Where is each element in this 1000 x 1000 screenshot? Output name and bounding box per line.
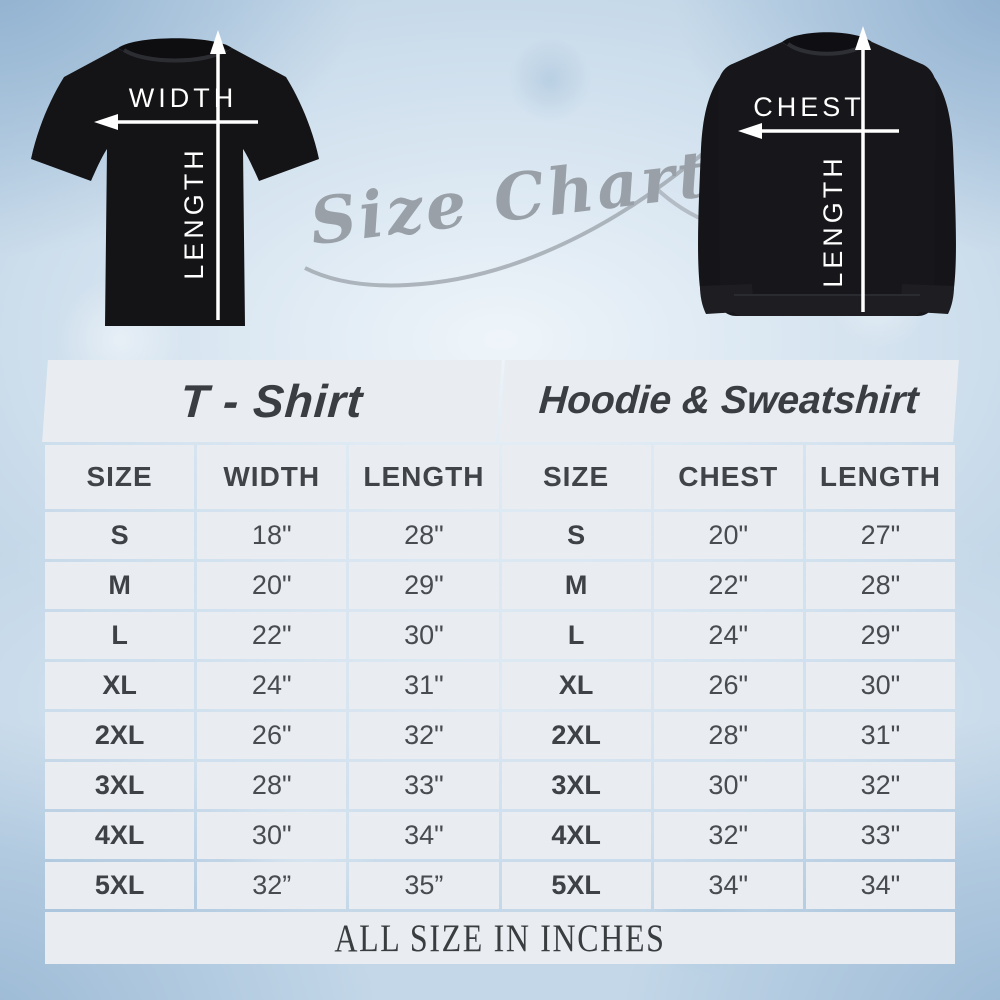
width-label: WIDTH: [129, 83, 237, 113]
table-cell: 22": [653, 562, 803, 609]
table-cell: 26": [197, 712, 347, 759]
table-cell: 24": [197, 662, 347, 709]
row-size-label: S: [501, 512, 651, 559]
sweatshirt-hem-band: [734, 294, 920, 316]
table-cell: 33": [805, 812, 955, 859]
table-cell: 34": [653, 862, 803, 909]
table-cell: 30": [653, 762, 803, 809]
table-cell: 30": [197, 812, 347, 859]
table-cell: 32”: [197, 862, 347, 909]
table-cell: 28": [349, 512, 499, 559]
tshirt-table-title: T - Shirt: [42, 360, 502, 442]
row-size-label: L: [501, 612, 651, 659]
table-cell: 29": [349, 562, 499, 609]
column-header-tshirt-width: WIDTH: [197, 445, 347, 509]
length-arrow-icon: [210, 30, 226, 320]
table-cell: 31": [349, 662, 499, 709]
row-size-label: 3XL: [45, 762, 195, 809]
hoodie-table-title: Hoodie & Sweatshirt: [498, 360, 958, 442]
row-size-label: 4XL: [45, 812, 195, 859]
sweatshirt-collar: [782, 32, 872, 54]
length-label: LENGTH: [179, 146, 209, 280]
length-arrow-icon: [855, 26, 871, 312]
header-graphics: Size Chart WIDTH LENGTH: [0, 0, 1000, 360]
row-size-label: 5XL: [501, 862, 651, 909]
row-size-label: XL: [45, 662, 195, 709]
table-cell: 28": [197, 762, 347, 809]
table-cell: 28": [805, 562, 955, 609]
tshirt-illustration: WIDTH LENGTH: [31, 30, 319, 326]
chest-arrow-icon: [738, 123, 899, 139]
row-size-label: 5XL: [45, 862, 195, 909]
column-header-tshirt-length: LENGTH: [349, 445, 499, 509]
table-cell: 30": [349, 612, 499, 659]
table-cell: 30": [805, 662, 955, 709]
row-size-label: L: [45, 612, 195, 659]
table-cell: 35”: [349, 862, 499, 909]
table-cell: 18": [197, 512, 347, 559]
table-cell: 29": [805, 612, 955, 659]
sweatshirt-body: [718, 42, 936, 316]
table-cell: 28": [653, 712, 803, 759]
row-size-label: M: [501, 562, 651, 609]
footer-note-cell: ALL SIZE IN INCHES: [45, 912, 955, 964]
column-header-hoodie-size: SIZE: [501, 445, 651, 509]
column-header-tshirt-size: SIZE: [45, 445, 195, 509]
column-header-hoodie-length: LENGTH: [805, 445, 955, 509]
row-size-label: M: [45, 562, 195, 609]
table-cell: 31": [805, 712, 955, 759]
table-cell: 32": [349, 712, 499, 759]
table-cell: 24": [653, 612, 803, 659]
row-size-label: 4XL: [501, 812, 651, 859]
table-cell: 20": [653, 512, 803, 559]
sweatshirt-illustration: CHEST LENGTH: [698, 26, 956, 316]
length-label: LENGTH: [818, 154, 848, 288]
table-cell: 27": [805, 512, 955, 559]
row-size-label: S: [45, 512, 195, 559]
table-cell: 32": [805, 762, 955, 809]
column-header-hoodie-chest: CHEST: [653, 445, 803, 509]
table-cell: 26": [653, 662, 803, 709]
row-size-label: 2XL: [45, 712, 195, 759]
table-cell: 33": [349, 762, 499, 809]
width-arrow-icon: [94, 114, 258, 130]
table-cell: 20": [197, 562, 347, 609]
table-cell: 34": [349, 812, 499, 859]
tshirt-body: [31, 48, 319, 326]
chest-label: CHEST: [753, 92, 865, 122]
table-cell: 32": [653, 812, 803, 859]
table-cell: 22": [197, 612, 347, 659]
row-size-label: XL: [501, 662, 651, 709]
footer-note: ALL SIZE IN INCHES: [334, 916, 666, 960]
row-size-label: 3XL: [501, 762, 651, 809]
table-cell: 34": [805, 862, 955, 909]
tshirt-collar: [118, 38, 232, 61]
row-size-label: 2XL: [501, 712, 651, 759]
size-chart-table: T - Shirt Hoodie & Sweatshirt SIZE WIDTH…: [42, 360, 958, 964]
